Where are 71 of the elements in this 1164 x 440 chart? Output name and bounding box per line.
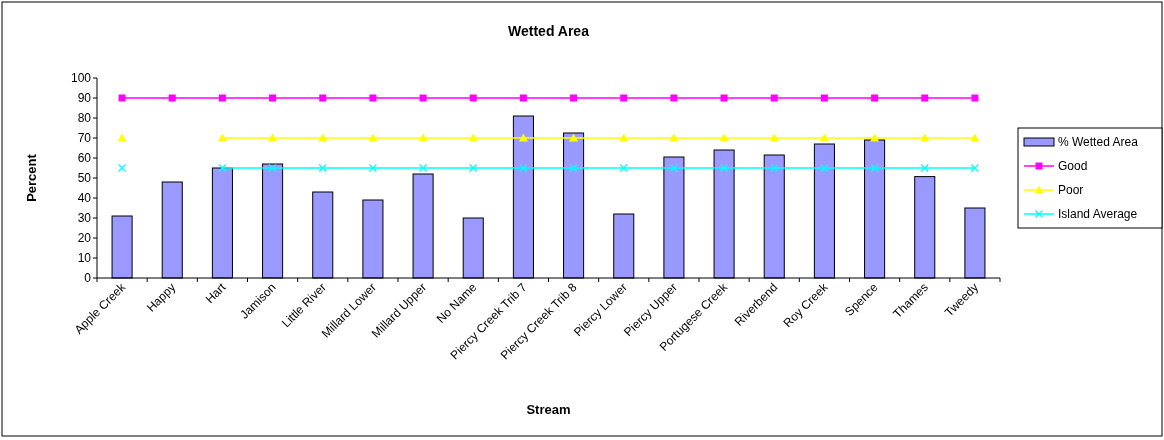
point [369,94,377,102]
point [619,163,628,173]
point [920,163,929,173]
y-tick-label: 20 [77,231,92,246]
point [418,163,428,173]
y-tick-label: 50 [77,171,92,186]
y-tick-label: 40 [77,191,92,206]
point [669,133,679,142]
point [318,163,327,173]
point [820,163,829,173]
x-tick-label: Hart [202,279,230,307]
point [669,163,679,173]
point [820,94,828,102]
point [770,94,778,102]
legend-label: Good [1058,159,1088,174]
point [921,94,929,102]
point [769,133,779,142]
point [518,133,528,142]
y-tick-label: 60 [77,151,92,166]
point [469,94,477,102]
point [870,163,879,173]
point [870,133,880,142]
point [118,94,126,102]
x-axis-title: Stream [526,402,571,417]
point [419,94,427,102]
point [720,94,728,102]
point [318,133,328,142]
point [368,133,378,142]
chart-title: Wetted Area [508,23,590,39]
point [620,94,628,102]
point [569,133,579,142]
point [469,163,478,173]
y-tick-label: 30 [77,211,92,226]
point [268,133,278,142]
y-tick-label: 70 [77,131,92,146]
point [819,133,829,142]
point [218,94,226,102]
point [117,163,127,173]
point [619,133,629,142]
point [269,94,277,102]
point [970,163,980,173]
point [168,94,176,102]
point [218,163,227,173]
point [719,133,729,142]
point [519,163,528,173]
y-tick-label: 80 [77,111,92,126]
point [519,94,527,102]
point [468,133,478,142]
point [719,163,729,173]
y-axis-title: Percent [24,153,39,202]
point [418,133,428,142]
point [217,133,227,142]
point [319,94,327,102]
point [570,94,578,102]
y-tick-label: 0 [84,271,92,286]
legend-label: Island Average [1058,207,1138,222]
point [920,133,930,142]
y-tick-label: 10 [77,251,92,266]
point [770,163,779,173]
legend-label: Poor [1058,183,1084,198]
legend-label: % Wetted Area [1058,135,1139,150]
point [117,133,127,142]
point [670,94,678,102]
y-tick-label: 100 [70,71,92,86]
point [569,163,578,173]
point [368,163,378,173]
y-tick-label: 90 [77,91,92,106]
point [268,163,277,173]
point [971,94,979,102]
point [970,133,980,142]
point [871,94,879,102]
